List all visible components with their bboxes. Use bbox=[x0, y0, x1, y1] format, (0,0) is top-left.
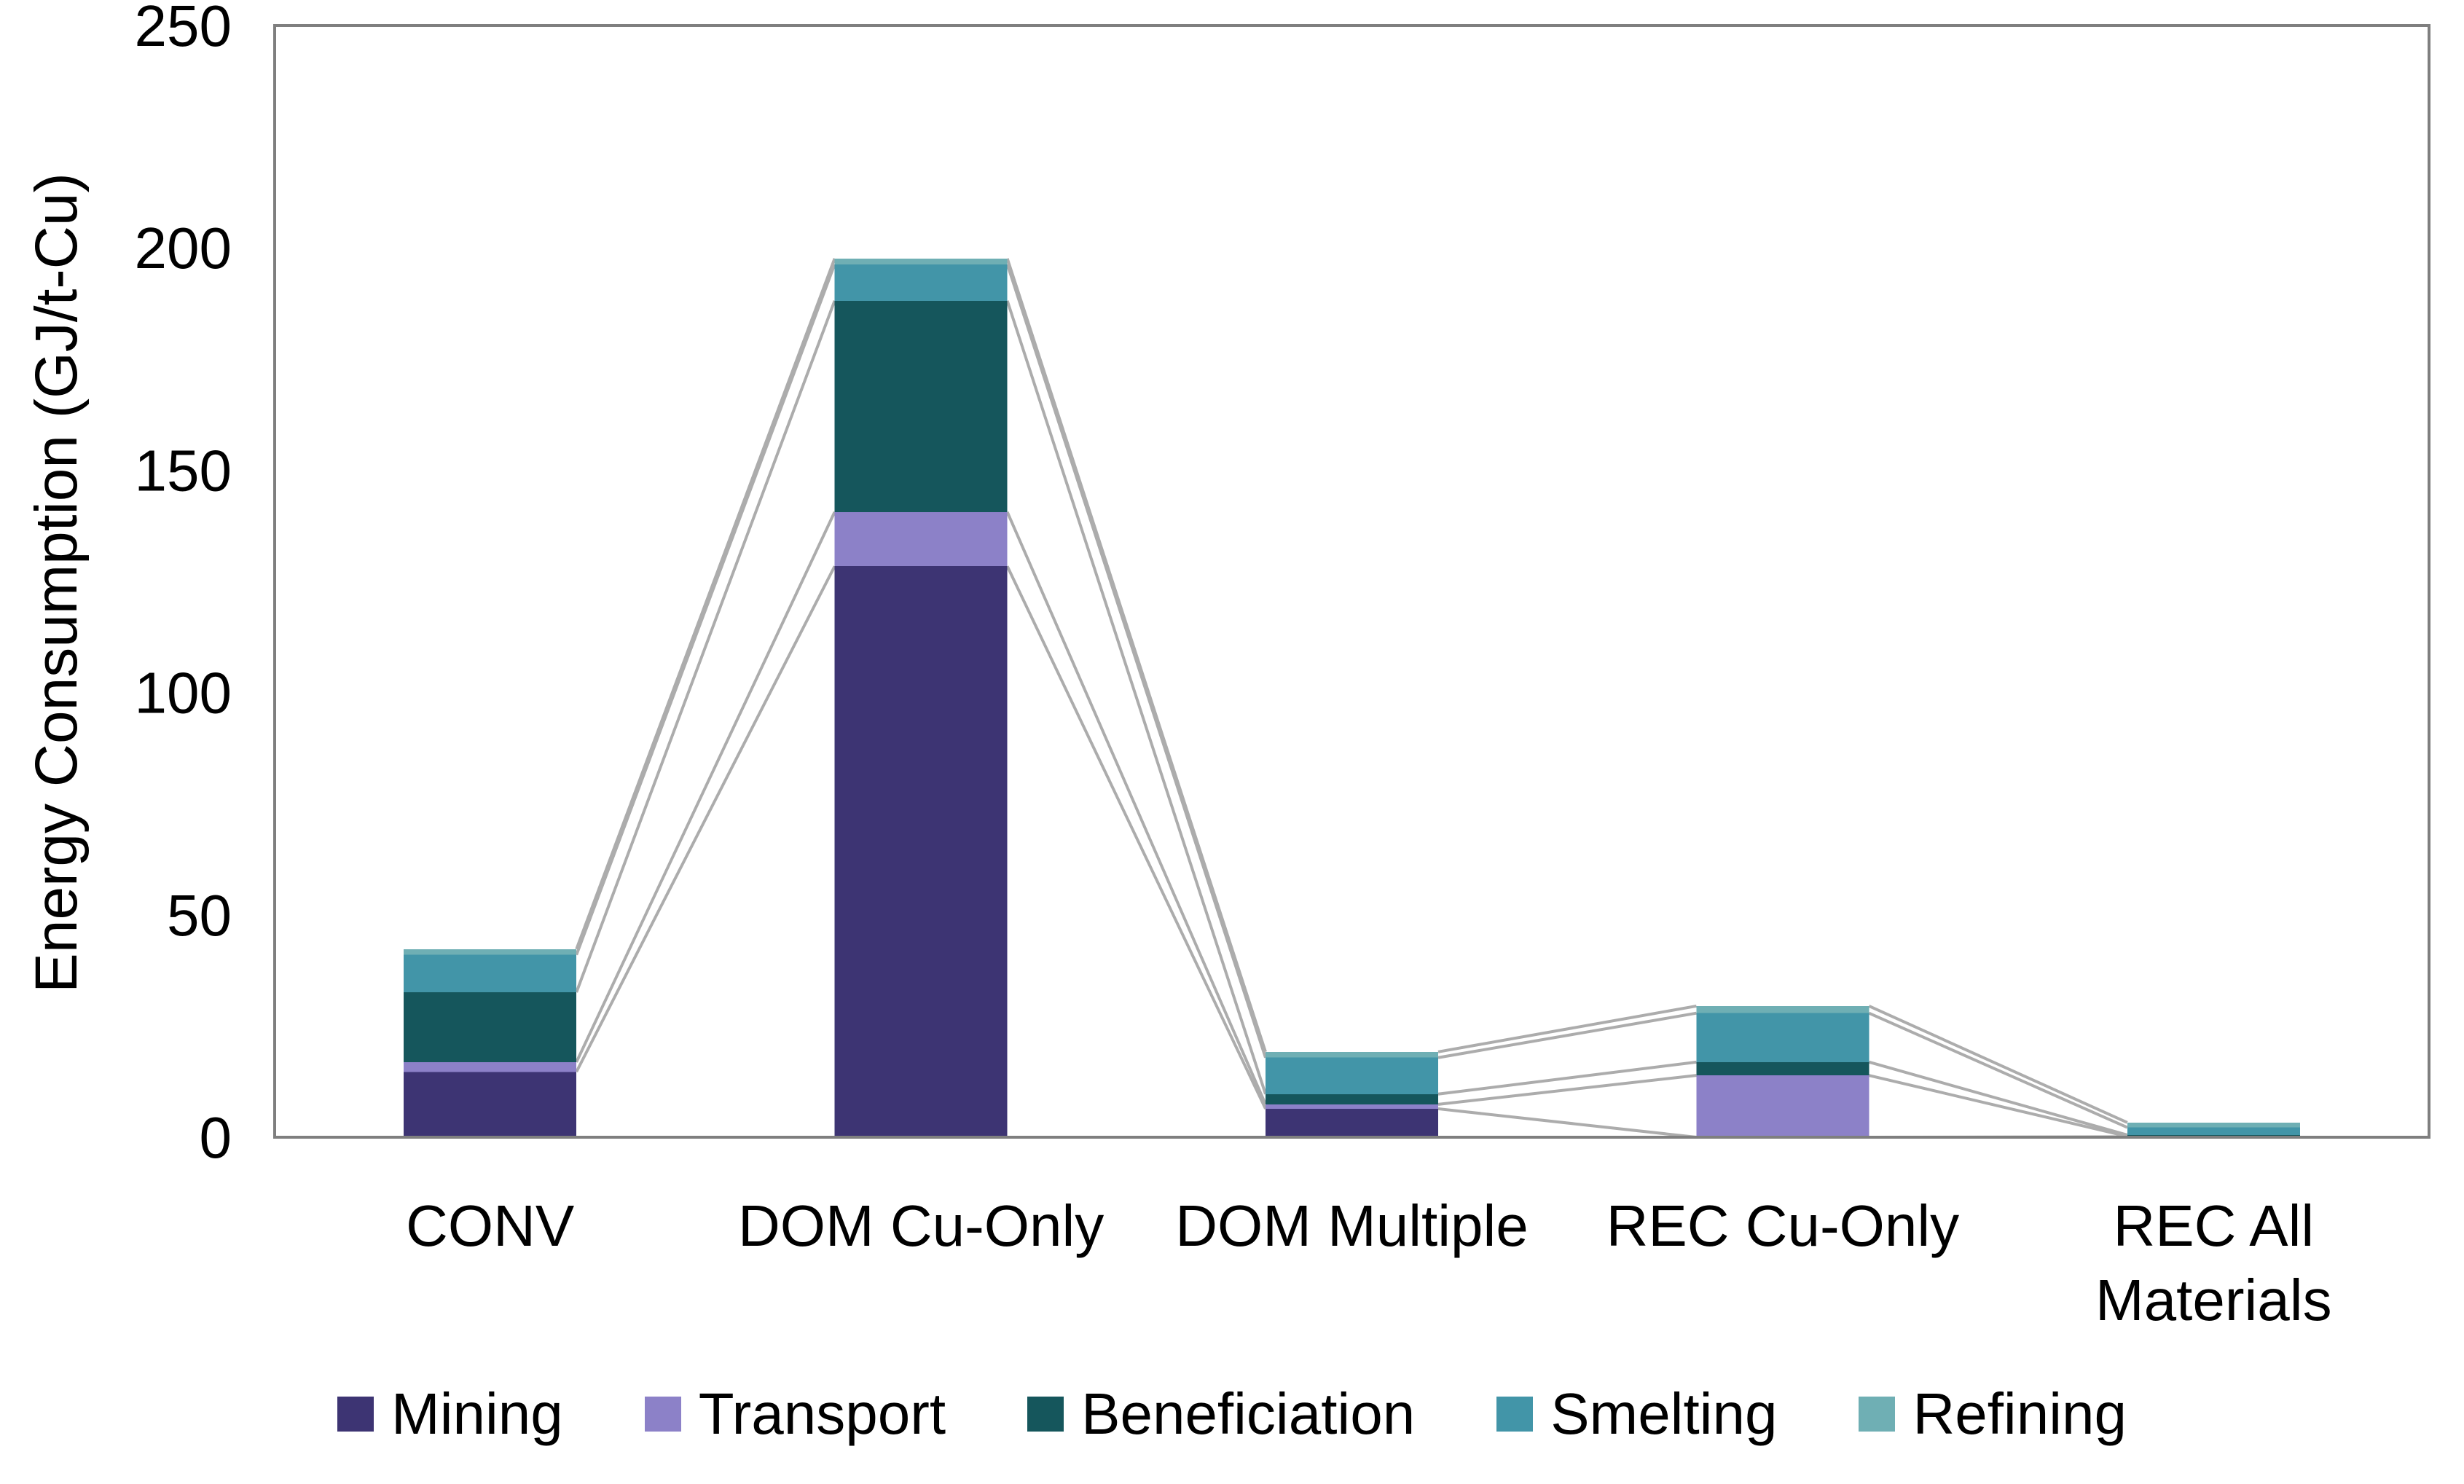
series-line-mining bbox=[1437, 1107, 1697, 1139]
bar-segment-dom-multiple-transport bbox=[1266, 1104, 1438, 1109]
series-line-beneficiation bbox=[1868, 1060, 2128, 1136]
bar-segment-conv-smelting bbox=[404, 954, 577, 993]
bar-segment-dom-cu-only-transport bbox=[834, 511, 1008, 567]
series-line-refining bbox=[575, 258, 836, 950]
legend-label-smelting: Smelting bbox=[1550, 1381, 1778, 1446]
bar-segment-dom-multiple-mining bbox=[1266, 1108, 1438, 1137]
x-category-label: CONV bbox=[406, 1193, 575, 1258]
series-line-transport bbox=[1868, 1074, 2128, 1138]
bar-segment-dom-multiple-beneficiation bbox=[1266, 1094, 1438, 1104]
x-category-label: REC All Materials bbox=[2095, 1193, 2332, 1332]
series-line-refining bbox=[1005, 258, 1267, 1053]
series-line-refining bbox=[1437, 1004, 1697, 1053]
legend-item-smelting: Smelting bbox=[1496, 1381, 1777, 1448]
bar-segment-dom-multiple-smelting bbox=[1266, 1057, 1438, 1094]
legend-item-mining: Mining bbox=[337, 1381, 563, 1448]
y-tick-label: 0 bbox=[200, 1105, 232, 1170]
bar-segment-dom-cu-only-beneficiation bbox=[834, 300, 1008, 512]
legend-swatch-beneficiation bbox=[1027, 1397, 1064, 1432]
bar-segment-rec-all-smelting bbox=[2127, 1127, 2300, 1135]
legend-label-refining: Refining bbox=[1912, 1381, 2127, 1446]
legend-label-beneficiation: Beneficiation bbox=[1081, 1381, 1416, 1446]
bar-segment-rec-all-beneficiation bbox=[2127, 1134, 2300, 1136]
x-category-label: DOM Multiple bbox=[1175, 1193, 1529, 1258]
bar-segment-dom-cu-only-smelting bbox=[834, 264, 1008, 301]
x-category-label: REC Cu-Only bbox=[1606, 1193, 1960, 1258]
series-line-smelting bbox=[1005, 264, 1267, 1059]
bar-segment-rec-cu-only-refining bbox=[1696, 1005, 1869, 1013]
series-line-transport bbox=[1005, 511, 1267, 1105]
series-line-smelting bbox=[1437, 1011, 1697, 1059]
y-tick-label: 100 bbox=[135, 661, 232, 726]
legend-swatch-refining bbox=[1859, 1397, 1896, 1432]
legend-item-transport: Transport bbox=[644, 1381, 946, 1448]
bar-segment-dom-multiple-refining bbox=[1266, 1051, 1438, 1058]
legend-swatch-smelting bbox=[1496, 1397, 1534, 1432]
series-line-smelting bbox=[1868, 1011, 2128, 1129]
plot-border bbox=[273, 24, 2430, 1139]
y-tick-label: 250 bbox=[135, 0, 232, 58]
bar-segment-conv-beneficiation bbox=[404, 992, 577, 1062]
legend-label-transport: Transport bbox=[698, 1381, 946, 1446]
bar-segment-dom-cu-only-refining bbox=[834, 258, 1008, 264]
series-line-smelting bbox=[575, 264, 836, 956]
series-line-transport bbox=[1437, 1074, 1697, 1106]
bar-segment-rec-cu-only-smelting bbox=[1696, 1013, 1869, 1062]
series-line-mining bbox=[575, 565, 836, 1073]
legend-item-refining: Refining bbox=[1859, 1381, 2127, 1448]
x-category-label: DOM Cu-Only bbox=[738, 1193, 1104, 1258]
series-line-refining bbox=[1868, 1005, 2128, 1124]
y-tick-label: 150 bbox=[135, 438, 232, 503]
legend: Mining Transport Beneficiation Smelting Refi… bbox=[0, 1381, 2464, 1448]
legend-swatch-transport bbox=[644, 1397, 681, 1432]
bar-segment-conv-transport bbox=[404, 1061, 577, 1072]
series-line-beneficiation bbox=[575, 300, 836, 993]
bar-segment-conv-refining bbox=[404, 949, 577, 955]
bar-segment-dom-cu-only-mining bbox=[834, 566, 1008, 1137]
legend-item-beneficiation: Beneficiation bbox=[1027, 1381, 1415, 1448]
bar-segment-rec-cu-only-beneficiation bbox=[1696, 1061, 1869, 1076]
series-line-beneficiation bbox=[1005, 300, 1267, 1095]
series-line-beneficiation bbox=[1437, 1060, 1697, 1096]
legend-swatch-mining bbox=[337, 1397, 374, 1432]
y-tick-label: 50 bbox=[167, 883, 232, 948]
legend-label-mining: Mining bbox=[391, 1381, 563, 1446]
bar-segment-conv-mining bbox=[404, 1072, 577, 1137]
y-tick-label: 200 bbox=[135, 216, 232, 280]
bar-segment-rec-all-refining bbox=[2127, 1122, 2300, 1128]
series-line-transport bbox=[575, 511, 836, 1063]
series-line-mining bbox=[1005, 565, 1267, 1110]
y-axis-title: Energy Consumption (GJ/t-Cu) bbox=[23, 173, 90, 993]
bar-segment-rec-cu-only-transport bbox=[1696, 1075, 1869, 1137]
